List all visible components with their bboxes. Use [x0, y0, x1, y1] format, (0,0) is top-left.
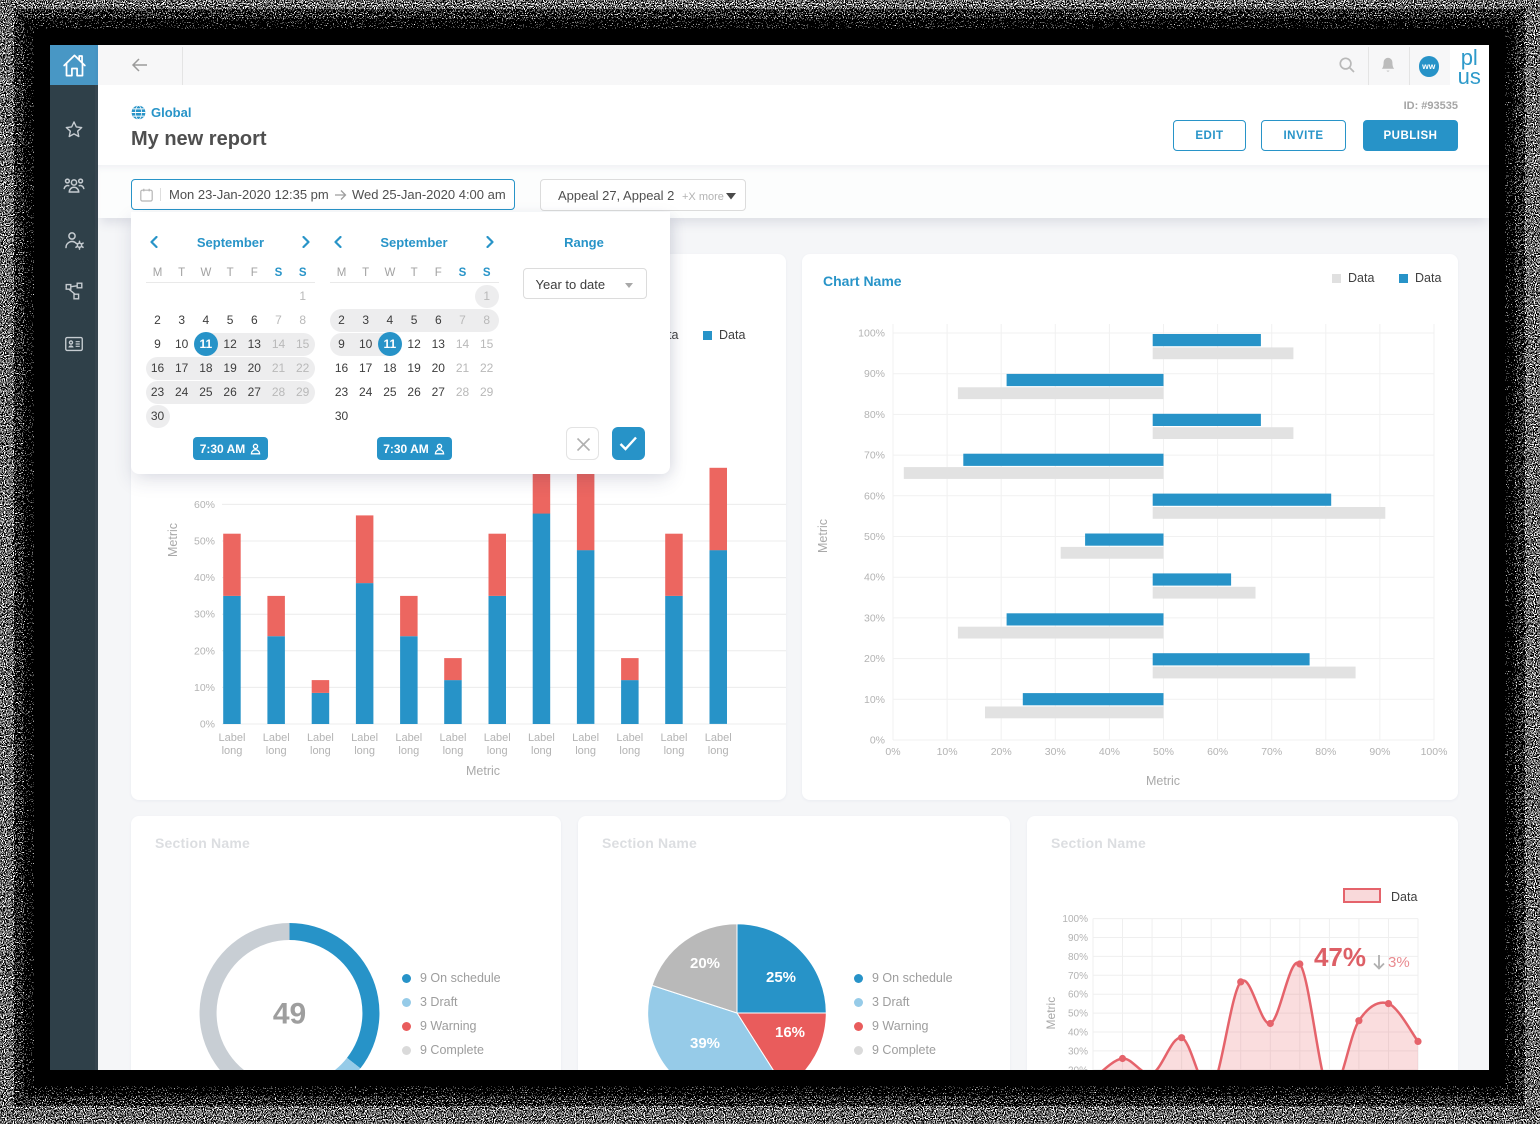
svg-text:Metric: Metric	[816, 519, 830, 553]
svg-text:60%: 60%	[1207, 746, 1228, 758]
svg-text:long: long	[354, 745, 375, 757]
svg-text:47%: 47%	[1314, 942, 1366, 972]
svg-text:Label: Label	[263, 732, 290, 744]
svg-text:50%: 50%	[864, 531, 885, 543]
svg-text:30%: 30%	[1068, 1046, 1088, 1057]
svg-text:40%: 40%	[1099, 746, 1120, 758]
svg-text:80%: 80%	[1068, 952, 1088, 963]
svg-text:Metric: Metric	[1146, 774, 1180, 788]
svg-text:20%: 20%	[1068, 1065, 1088, 1070]
svg-text:long: long	[398, 745, 419, 757]
svg-text:Label: Label	[528, 732, 555, 744]
svg-text:40%: 40%	[864, 572, 885, 584]
svg-text:3%: 3%	[1388, 954, 1410, 971]
svg-text:long: long	[487, 745, 508, 757]
svg-text:100%: 100%	[858, 328, 885, 340]
svg-text:90%: 90%	[1068, 933, 1088, 944]
svg-text:Label: Label	[484, 732, 511, 744]
svg-text:long: long	[619, 745, 640, 757]
svg-text:60%: 60%	[1068, 990, 1088, 1001]
svg-text:60%: 60%	[194, 499, 215, 511]
svg-text:90%: 90%	[864, 368, 885, 380]
svg-text:39%: 39%	[690, 1035, 720, 1052]
svg-text:100%: 100%	[1062, 914, 1088, 925]
svg-text:20%: 20%	[690, 955, 720, 972]
svg-text:0%: 0%	[885, 746, 900, 758]
svg-text:70%: 70%	[1068, 971, 1088, 982]
svg-text:long: long	[443, 745, 464, 757]
svg-text:long: long	[531, 745, 552, 757]
svg-text:long: long	[708, 745, 729, 757]
svg-text:Metric: Metric	[466, 764, 500, 778]
svg-text:Label: Label	[572, 732, 599, 744]
svg-text:30%: 30%	[1045, 746, 1066, 758]
svg-text:10%: 10%	[864, 694, 885, 706]
svg-text:Label: Label	[440, 732, 467, 744]
svg-text:0%: 0%	[870, 735, 885, 747]
svg-text:40%: 40%	[194, 572, 215, 584]
svg-text:long: long	[222, 745, 243, 757]
svg-text:Label: Label	[705, 732, 732, 744]
svg-text:30%: 30%	[194, 609, 215, 621]
svg-text:Label: Label	[616, 732, 643, 744]
svg-text:20%: 20%	[194, 645, 215, 657]
svg-text:Label: Label	[307, 732, 334, 744]
svg-text:Label: Label	[661, 732, 688, 744]
svg-text:16%: 16%	[775, 1024, 805, 1041]
svg-text:50%: 50%	[194, 536, 215, 548]
svg-text:30%: 30%	[864, 612, 885, 624]
svg-text:70%: 70%	[864, 450, 885, 462]
svg-text:80%: 80%	[1315, 746, 1336, 758]
svg-text:49: 49	[273, 998, 306, 1031]
svg-text:0%: 0%	[200, 719, 215, 731]
svg-text:70%: 70%	[1261, 746, 1282, 758]
svg-text:50%: 50%	[1068, 1009, 1088, 1020]
svg-text:20%: 20%	[991, 746, 1012, 758]
svg-text:60%: 60%	[864, 490, 885, 502]
svg-text:Label: Label	[395, 732, 422, 744]
svg-text:Label: Label	[351, 732, 378, 744]
svg-text:10%: 10%	[937, 746, 958, 758]
svg-text:90%: 90%	[1369, 746, 1390, 758]
svg-text:long: long	[310, 745, 331, 757]
svg-text:long: long	[266, 745, 287, 757]
svg-text:25%: 25%	[766, 969, 796, 986]
svg-text:long: long	[575, 745, 596, 757]
svg-text:Metric: Metric	[166, 523, 180, 557]
svg-text:10%: 10%	[194, 682, 215, 694]
svg-text:Label: Label	[219, 732, 246, 744]
svg-text:100%: 100%	[1421, 746, 1448, 758]
svg-text:long: long	[664, 745, 685, 757]
svg-text:40%: 40%	[1068, 1028, 1088, 1039]
svg-text:Metric: Metric	[1044, 997, 1058, 1030]
svg-text:20%: 20%	[864, 653, 885, 665]
svg-text:80%: 80%	[864, 409, 885, 421]
svg-text:50%: 50%	[1153, 746, 1174, 758]
